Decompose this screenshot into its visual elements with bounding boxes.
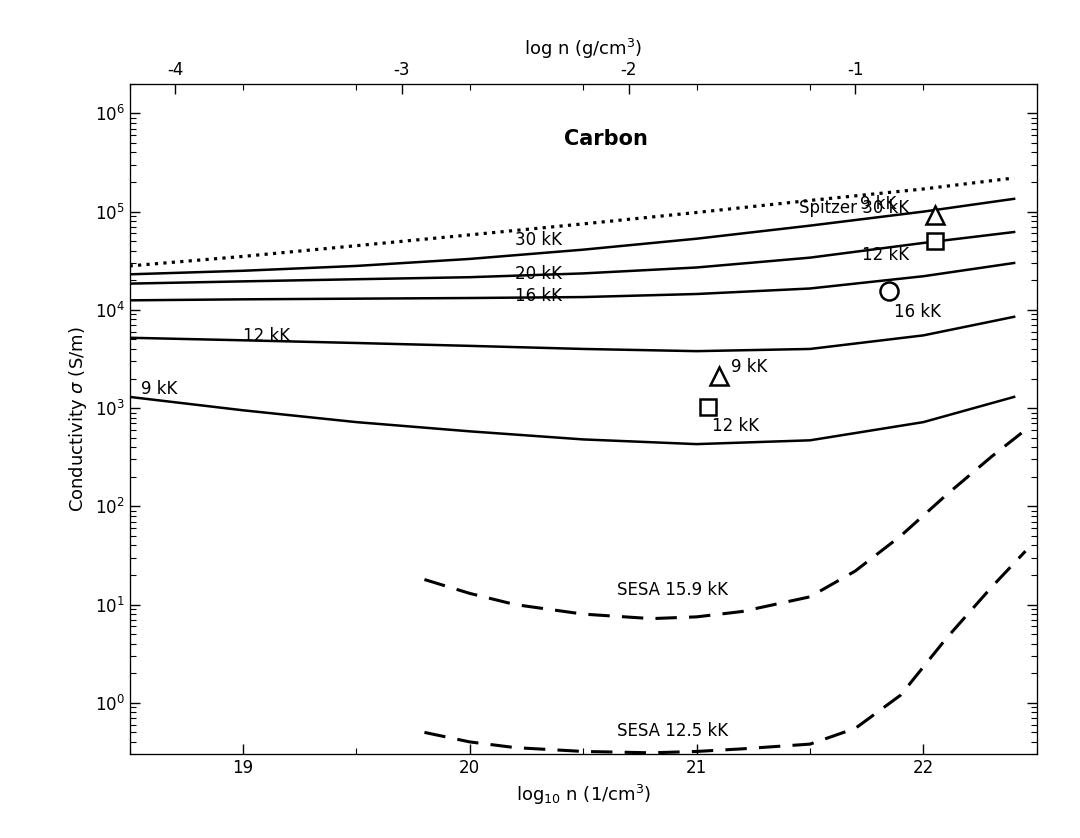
Text: Carbon: Carbon <box>564 129 648 149</box>
Text: 30 kK: 30 kK <box>515 230 563 249</box>
Text: 16 kK: 16 kK <box>894 303 941 321</box>
Text: SESA 12.5 kK: SESA 12.5 kK <box>617 722 728 740</box>
Text: 9 kK: 9 kK <box>731 359 767 376</box>
Text: Spitzer 30 kK: Spitzer 30 kK <box>799 199 909 216</box>
Text: 20 kK: 20 kK <box>515 266 563 283</box>
Text: 9 kK: 9 kK <box>141 380 177 398</box>
Text: 16 kK: 16 kK <box>515 287 563 305</box>
Text: 12 kK: 12 kK <box>862 246 909 264</box>
Text: SESA 15.9 kK: SESA 15.9 kK <box>617 582 728 599</box>
Y-axis label: Conductivity $\sigma$ (S/m): Conductivity $\sigma$ (S/m) <box>67 326 90 512</box>
X-axis label: log n (g/cm$^3$): log n (g/cm$^3$) <box>524 37 643 61</box>
Text: 12 kK: 12 kK <box>243 327 291 345</box>
X-axis label: log$_{10}$ n (1/cm$^3$): log$_{10}$ n (1/cm$^3$) <box>515 783 651 807</box>
Text: 9 kK: 9 kK <box>860 195 896 213</box>
Text: 12 kK: 12 kK <box>713 417 759 436</box>
